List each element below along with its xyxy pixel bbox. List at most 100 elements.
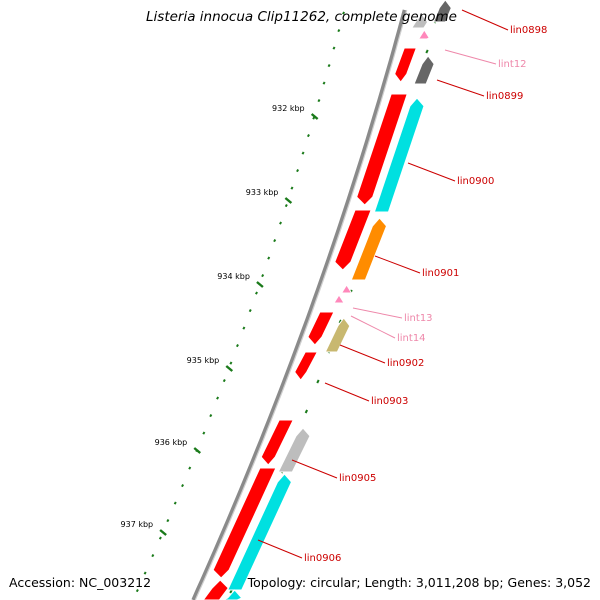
minor-tick <box>188 466 192 470</box>
gene-block <box>334 209 372 271</box>
minor-tick <box>290 186 294 190</box>
gene-label: lin0901 <box>422 268 459 279</box>
feature-tick <box>425 49 429 54</box>
minor-tick <box>296 169 300 173</box>
minor-tick <box>202 431 206 435</box>
minor-tick <box>158 536 162 540</box>
minor-tick <box>337 29 341 33</box>
minor-tick <box>322 81 326 85</box>
genome-backbone <box>191 9 408 600</box>
leader-line <box>444 49 497 65</box>
major-tick <box>159 529 167 536</box>
gene-label: lin0899 <box>486 91 523 102</box>
gene-block <box>350 217 388 281</box>
map-title: Listeria innocua Clip11262, complete gen… <box>146 9 457 25</box>
label-leader-lines <box>257 9 509 559</box>
minor-tick <box>181 484 185 488</box>
gene-block <box>432 0 452 23</box>
gene-label: lin0902 <box>387 358 424 369</box>
rna-block <box>331 294 345 304</box>
leader-line <box>350 315 396 339</box>
feature-tick <box>304 409 309 414</box>
minor-tick <box>267 256 271 260</box>
minor-tick <box>261 274 265 278</box>
minor-tick <box>242 326 246 330</box>
rna-block <box>338 284 353 294</box>
leader-line <box>436 79 485 97</box>
scale-label: 937 kbp <box>121 520 154 529</box>
gene-block <box>324 317 351 353</box>
leader-line <box>257 539 303 559</box>
major-tick <box>284 197 293 204</box>
minor-tick <box>235 344 239 348</box>
minor-tick <box>327 64 331 68</box>
gene-label: lin0906 <box>304 553 341 564</box>
major-tick <box>225 365 234 372</box>
accession-text: Accession: NC_003212 <box>9 575 152 590</box>
gene-block <box>223 589 243 600</box>
gene-label: lin0905 <box>339 473 376 484</box>
leader-line <box>339 344 386 364</box>
scale-labels: 932 kbp 933 kbp 934 kbp 935 kbp 936 kbp 937 k… <box>121 104 305 529</box>
gene-label: lin0900 <box>457 176 494 187</box>
scale-label: 936 kbp <box>155 438 188 447</box>
minor-tick <box>332 46 336 50</box>
minor-tick <box>284 204 288 208</box>
gene-block <box>373 97 425 213</box>
gene-block <box>260 419 294 466</box>
minor-tick <box>229 361 233 365</box>
minor-tick <box>255 291 258 295</box>
gene-block <box>277 427 311 473</box>
feature-tick <box>338 319 342 324</box>
backbone-line <box>191 9 407 600</box>
major-tick <box>193 447 202 454</box>
gene-block <box>307 311 335 346</box>
leader-line <box>374 255 421 274</box>
minor-tick <box>301 151 305 155</box>
feature-tick <box>316 379 320 384</box>
minor-tick <box>216 396 220 400</box>
gene-block <box>356 93 408 206</box>
scale-label: 935 kbp <box>187 356 220 365</box>
gene-block <box>294 351 319 381</box>
major-tick <box>310 113 319 120</box>
leader-line <box>461 9 509 31</box>
minor-tick <box>342 11 346 15</box>
gene-features <box>202 0 452 600</box>
minor-tick <box>143 571 147 575</box>
gene-label: lint12 <box>498 59 527 70</box>
genome-summary-text: Topology: circular; Length: 3,011,208 bp… <box>247 575 591 590</box>
minor-tick <box>317 99 321 103</box>
leader-line <box>352 307 403 319</box>
backbone-highlight <box>194 9 408 600</box>
major-tick <box>256 281 264 288</box>
minor-tick <box>151 554 155 558</box>
leader-line <box>407 162 456 182</box>
scale-label: 934 kbp <box>217 272 250 281</box>
gene-block <box>212 467 277 579</box>
leader-line <box>324 382 370 402</box>
rna-block <box>416 29 431 40</box>
gene-block <box>394 47 418 83</box>
gene-block <box>202 579 229 600</box>
minor-tick <box>248 309 252 313</box>
minor-tick <box>135 589 139 593</box>
minor-tick <box>273 239 277 243</box>
gene-block <box>410 13 429 29</box>
minor-tick <box>173 501 177 505</box>
minor-tick <box>166 519 170 523</box>
minor-tick <box>209 414 213 418</box>
minor-tick <box>279 221 283 225</box>
minor-tick <box>222 379 226 383</box>
scale-label: 932 kbp <box>272 104 305 113</box>
leader-line <box>291 459 338 479</box>
minor-tick <box>306 134 310 138</box>
gene-block <box>413 55 435 85</box>
scale-label: 933 kbp <box>246 188 279 197</box>
gene-label: lin0898 <box>510 25 547 36</box>
gene-label: lint13 <box>404 313 433 324</box>
gene-labels: lin0898 lint12 lin0899 lin0900 lin0901 lint13… <box>304 25 547 564</box>
gene-label: lint14 <box>397 333 426 344</box>
gene-label: lin0903 <box>371 396 408 407</box>
